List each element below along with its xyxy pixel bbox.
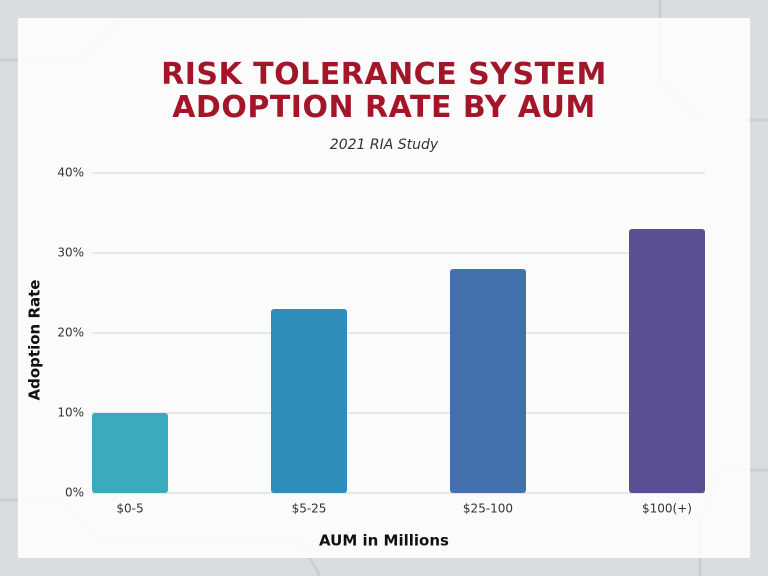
bar [271,309,347,493]
x-tick-label: $0-5 [116,502,143,516]
chart-title: RISK TOLERANCE SYSTEM ADOPTION RATE BY A… [161,57,607,125]
y-tick-label: 0% [65,486,84,500]
bar [92,413,168,493]
x-tick-label: $100(+) [642,502,692,516]
x-tick-label: $25-100 [463,502,513,516]
bar [629,229,705,493]
y-tick-label: 40% [57,166,84,180]
bar [450,269,526,493]
y-tick-label: 20% [57,326,84,340]
x-tick-label: $5-25 [292,502,327,516]
y-tick-label: 10% [57,406,84,420]
y-axis-label: Adoption Rate [26,280,44,401]
y-tick-label: 30% [57,246,84,260]
x-axis-label: AUM in Millions [319,532,449,550]
chart-subtitle: 2021 RIA Study [330,137,439,153]
